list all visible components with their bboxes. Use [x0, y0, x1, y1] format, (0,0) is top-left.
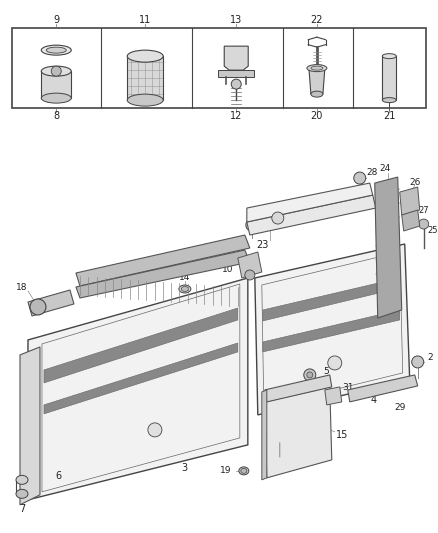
Polygon shape — [263, 278, 400, 321]
Text: 24: 24 — [379, 164, 390, 173]
Circle shape — [51, 66, 61, 76]
Ellipse shape — [179, 285, 191, 293]
Text: 25: 25 — [427, 225, 438, 235]
Text: 20: 20 — [311, 111, 323, 121]
Circle shape — [231, 79, 241, 89]
Text: 14: 14 — [179, 273, 191, 282]
Circle shape — [328, 356, 342, 370]
Text: 5: 5 — [323, 367, 328, 376]
Polygon shape — [76, 250, 250, 298]
Circle shape — [304, 369, 316, 381]
Ellipse shape — [311, 91, 323, 97]
Polygon shape — [20, 347, 40, 505]
Ellipse shape — [41, 66, 71, 76]
Text: 28: 28 — [366, 167, 378, 176]
Polygon shape — [263, 310, 400, 352]
Ellipse shape — [382, 54, 396, 59]
Circle shape — [246, 219, 258, 231]
Ellipse shape — [311, 66, 323, 70]
Polygon shape — [325, 387, 342, 405]
Polygon shape — [348, 375, 418, 402]
Ellipse shape — [241, 469, 247, 473]
Ellipse shape — [16, 489, 28, 498]
Circle shape — [354, 172, 366, 184]
Ellipse shape — [307, 64, 327, 71]
Bar — [12, 28, 426, 108]
Polygon shape — [265, 375, 332, 402]
Text: 2: 2 — [427, 353, 432, 362]
Text: 19: 19 — [220, 466, 232, 475]
Ellipse shape — [41, 45, 71, 55]
Circle shape — [245, 270, 255, 280]
Polygon shape — [265, 387, 332, 478]
Polygon shape — [41, 71, 71, 98]
Circle shape — [419, 219, 429, 229]
Text: 10: 10 — [222, 265, 233, 274]
Text: 21: 21 — [383, 111, 396, 121]
Polygon shape — [309, 68, 325, 94]
Text: 9: 9 — [53, 15, 59, 25]
Text: 8: 8 — [53, 111, 59, 121]
Polygon shape — [127, 56, 163, 100]
Text: 22: 22 — [311, 15, 323, 25]
Polygon shape — [28, 278, 248, 500]
Ellipse shape — [46, 47, 66, 53]
Text: 31: 31 — [342, 383, 353, 392]
Circle shape — [30, 299, 46, 315]
Text: 18: 18 — [16, 284, 28, 293]
Text: 4: 4 — [371, 395, 377, 405]
Ellipse shape — [41, 93, 71, 103]
Ellipse shape — [127, 94, 163, 106]
Text: 29: 29 — [394, 403, 406, 413]
Text: 26: 26 — [409, 177, 420, 187]
Polygon shape — [375, 177, 402, 318]
Polygon shape — [255, 244, 410, 415]
Polygon shape — [28, 290, 74, 316]
Circle shape — [272, 212, 284, 224]
Text: 13: 13 — [230, 15, 242, 25]
Text: 12: 12 — [230, 111, 242, 121]
Polygon shape — [224, 46, 248, 70]
Polygon shape — [218, 70, 254, 77]
Polygon shape — [44, 343, 238, 414]
Circle shape — [292, 389, 304, 401]
Polygon shape — [44, 308, 238, 383]
Polygon shape — [247, 195, 376, 235]
Polygon shape — [238, 252, 262, 278]
Text: 1: 1 — [259, 214, 265, 223]
Ellipse shape — [382, 98, 396, 103]
Text: 7: 7 — [19, 504, 25, 514]
Text: 23: 23 — [257, 240, 269, 250]
Ellipse shape — [16, 475, 28, 484]
Text: 30: 30 — [292, 403, 304, 413]
Polygon shape — [262, 390, 267, 480]
Circle shape — [412, 356, 424, 368]
Circle shape — [307, 372, 313, 378]
Text: 27: 27 — [418, 206, 429, 215]
Polygon shape — [382, 56, 396, 100]
Polygon shape — [402, 210, 420, 231]
Polygon shape — [76, 235, 250, 286]
Circle shape — [148, 423, 162, 437]
Polygon shape — [247, 183, 373, 222]
Ellipse shape — [127, 50, 163, 62]
Text: 3: 3 — [182, 463, 188, 473]
Text: 11: 11 — [139, 15, 152, 25]
Ellipse shape — [181, 286, 188, 292]
Text: 6: 6 — [55, 471, 61, 481]
Text: 15: 15 — [336, 430, 348, 440]
Polygon shape — [400, 187, 420, 215]
Ellipse shape — [239, 467, 249, 475]
